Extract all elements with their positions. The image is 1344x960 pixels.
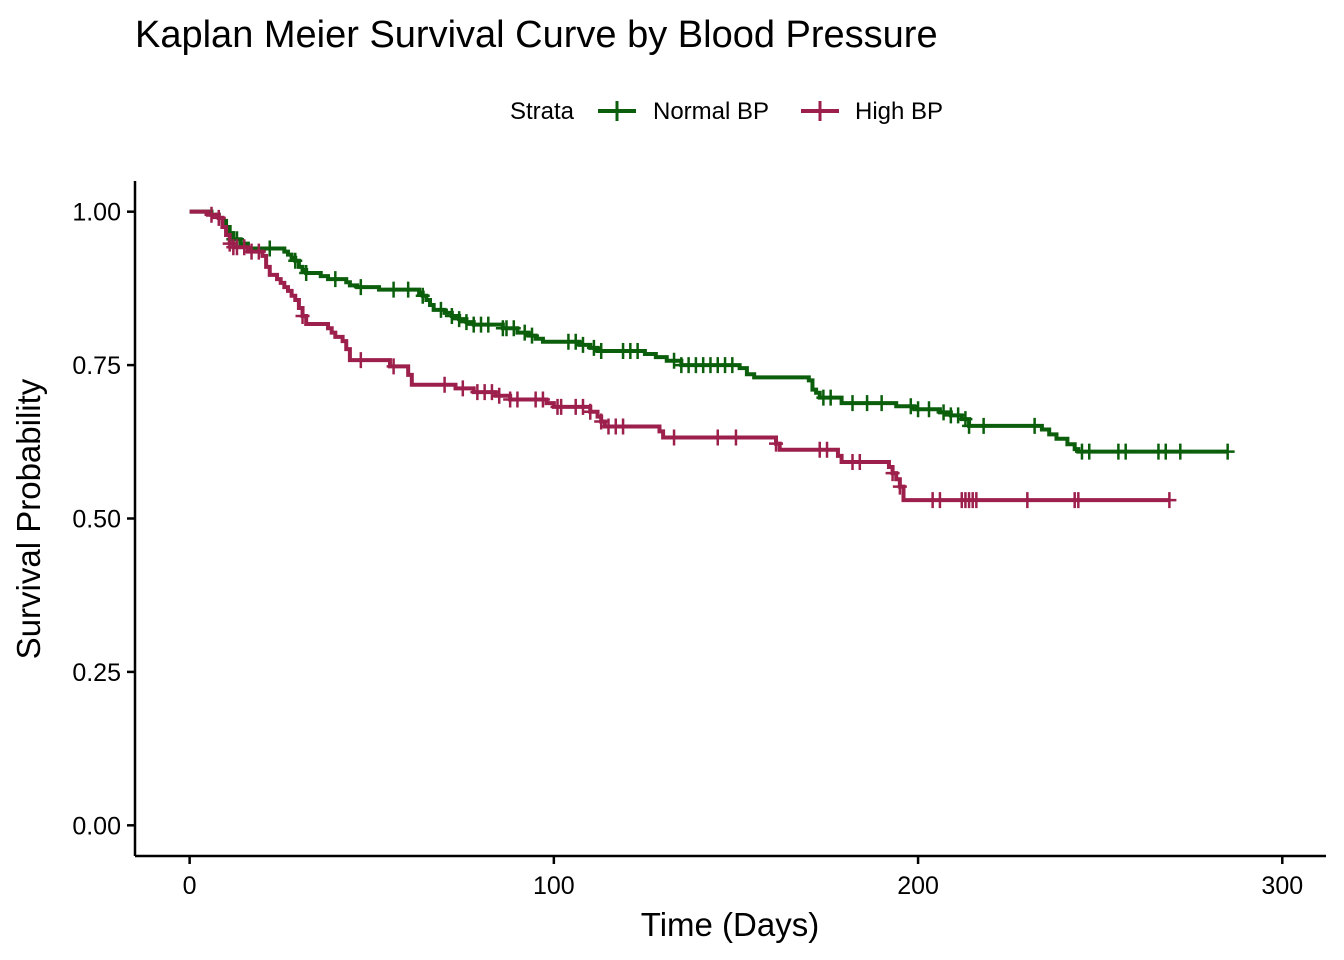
x-tick-label: 300 xyxy=(1261,872,1303,900)
censor-mark-high-bp xyxy=(710,429,725,446)
censor-mark-normal-bp xyxy=(452,311,467,328)
censor-mark-high-bp xyxy=(204,206,219,223)
censor-mark-normal-bp xyxy=(951,407,966,424)
censor-mark-normal-bp xyxy=(936,404,951,421)
censor-mark-normal-bp xyxy=(1118,443,1133,460)
censor-mark-high-bp xyxy=(575,398,590,415)
y-tick-label: 0.75 xyxy=(72,352,121,380)
censor-mark-normal-bp xyxy=(568,333,583,350)
survival-line-high-bp xyxy=(189,209,1170,503)
legend-item-normal-bp: Normal BP xyxy=(598,98,769,125)
censor-mark-normal-bp xyxy=(299,265,314,282)
censor-mark-normal-bp xyxy=(459,314,474,331)
censor-mark-normal-bp xyxy=(262,240,277,257)
censor-mark-normal-bp xyxy=(415,287,430,304)
censor-mark-high-bp xyxy=(1071,492,1086,509)
censor-mark-high-bp xyxy=(1020,492,1035,509)
censor-mark-high-bp xyxy=(820,441,835,458)
x-ticks: 0 100 200 300 xyxy=(183,856,1303,900)
censor-mark-normal-bp xyxy=(630,342,645,359)
legend-title: Strata xyxy=(510,98,575,125)
censor-mark-normal-bp xyxy=(874,395,889,412)
y-ticks: 0.00 0.25 0.50 0.75 1.00 xyxy=(72,199,135,840)
censor-mark-high-bp xyxy=(535,391,550,408)
censor-mark-high-bp xyxy=(594,413,609,430)
censor-mark-normal-bp xyxy=(517,324,532,341)
censor-mark-high-bp xyxy=(932,492,947,509)
x-axis-title: Time (Days) xyxy=(641,906,819,943)
censor-mark-normal-bp xyxy=(667,352,682,369)
censor-mark-high-bp xyxy=(211,209,226,226)
censor-mark-normal-bp xyxy=(1158,443,1173,460)
y-axis: 0.00 0.25 0.50 0.75 1.00 xyxy=(72,181,137,856)
censor-mark-normal-bp xyxy=(586,339,601,356)
censor-mark-high-bp xyxy=(295,308,310,324)
censor-mark-high-bp xyxy=(251,243,266,260)
x-tick-label: 100 xyxy=(533,872,575,900)
censor-mark-normal-bp xyxy=(594,342,609,359)
censor-mark-high-bp xyxy=(616,418,631,435)
censor-mark-normal-bp xyxy=(481,316,496,333)
censor-mark-high-bp xyxy=(852,454,867,471)
censor-mark-normal-bp xyxy=(725,357,740,374)
censor-mark-high-bp xyxy=(667,429,682,446)
censor-mark-normal-bp xyxy=(1220,443,1235,460)
censor-mark-high-bp xyxy=(492,387,507,404)
x-axis: 0 100 200 300 xyxy=(135,854,1326,900)
survival-line-normal-bp xyxy=(189,209,1228,454)
censor-mark-high-bp xyxy=(237,239,252,256)
censor-mark-normal-bp xyxy=(976,417,991,434)
y-tick-label: 0.50 xyxy=(72,506,121,534)
censor-mark-high-bp xyxy=(353,352,368,369)
censor-mark-high-bp xyxy=(969,492,984,509)
legend-label-normal-bp: Normal BP xyxy=(653,98,769,125)
x-tick-label: 0 xyxy=(183,872,197,900)
censor-mark-normal-bp xyxy=(525,327,539,344)
censor-mark-high-bp xyxy=(885,465,900,482)
y-axis-title: Survival Probability xyxy=(10,378,47,659)
censor-mark-high-bp xyxy=(769,435,784,452)
censor-mark-normal-bp xyxy=(575,336,590,353)
censor-mark-normal-bp xyxy=(903,398,918,415)
y-tick-label: 0.25 xyxy=(72,659,121,687)
censor-mark-normal-bp xyxy=(860,395,875,412)
censor-mark-normal-bp xyxy=(845,395,860,412)
censor-mark-high-bp xyxy=(386,358,401,375)
censor-mark-normal-bp xyxy=(288,252,303,269)
censor-mark-high-bp xyxy=(455,380,470,397)
censor-mark-normal-bp xyxy=(506,320,521,337)
censor-mark-normal-bp xyxy=(444,308,459,324)
censor-mark-normal-bp xyxy=(1173,443,1188,460)
censor-mark-normal-bp xyxy=(1082,443,1097,460)
censor-mark-high-bp xyxy=(437,376,452,393)
censor-mark-high-bp xyxy=(554,398,569,415)
censor-mark-high-bp xyxy=(583,403,598,420)
censor-mark-normal-bp xyxy=(823,389,838,406)
censor-mark-normal-bp xyxy=(386,281,401,298)
y-tick-label: 1.00 xyxy=(72,199,121,227)
x-tick-label: 200 xyxy=(897,872,939,900)
censor-mark-normal-bp xyxy=(1027,417,1042,434)
legend: Strata Normal BP High BP xyxy=(510,98,943,125)
censor-mark-normal-bp xyxy=(353,279,368,296)
censor-mark-normal-bp xyxy=(433,301,448,318)
censor-mark-high-bp xyxy=(1162,492,1177,509)
survival-curves xyxy=(189,206,1235,509)
legend-item-high-bp: High BP xyxy=(801,98,943,125)
y-tick-label: 0.00 xyxy=(72,812,121,840)
censor-mark-high-bp xyxy=(892,478,907,495)
censor-mark-high-bp xyxy=(510,391,525,408)
censor-mark-high-bp xyxy=(484,384,499,401)
legend-label-high-bp: High BP xyxy=(855,98,943,125)
censor-mark-normal-bp xyxy=(962,417,977,434)
censor-mark-normal-bp xyxy=(401,281,416,298)
censor-mark-normal-bp xyxy=(922,401,936,418)
chart-title: Kaplan Meier Survival Curve by Blood Pre… xyxy=(135,14,938,56)
censor-mark-high-bp xyxy=(728,429,743,446)
censor-mark-normal-bp xyxy=(328,271,343,288)
